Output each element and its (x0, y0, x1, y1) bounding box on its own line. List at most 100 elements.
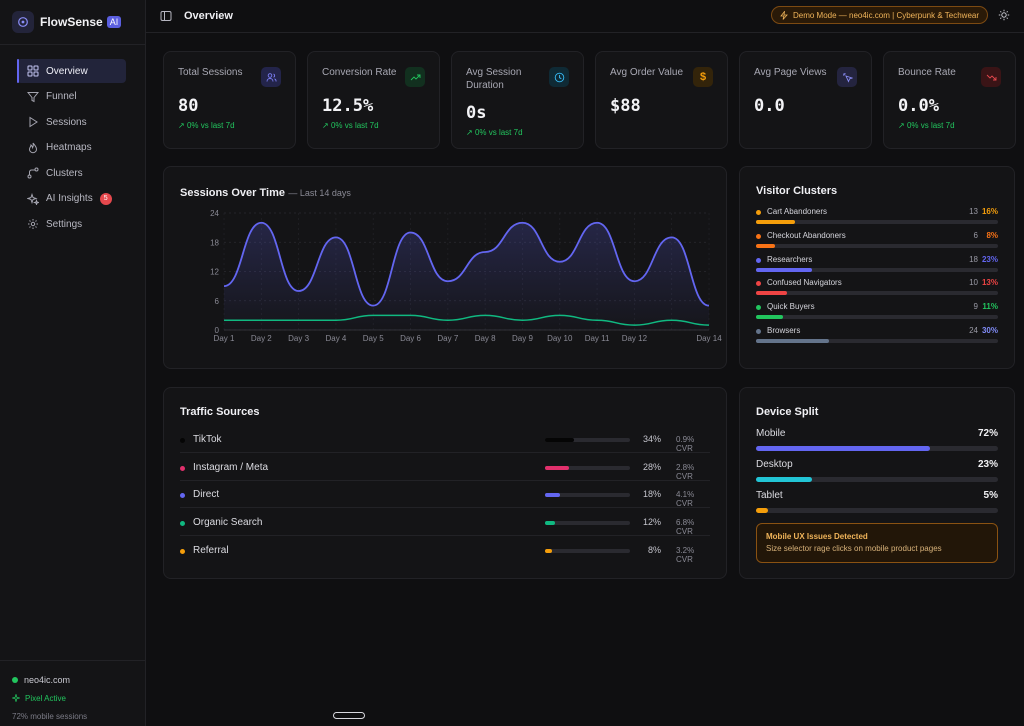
dollar-icon: $ (693, 67, 713, 87)
bolt-icon (780, 10, 788, 20)
traffic-source-name: Instagram / Meta (193, 461, 269, 473)
kpi-label: Avg Session Duration (466, 67, 522, 91)
cluster-color-dot (756, 281, 761, 287)
traffic-source-row[interactable]: Instagram / Meta 28% 2.8% CVR (180, 454, 710, 481)
kpi-value: 0.0 (754, 96, 785, 116)
cluster-bar-fill (756, 291, 788, 296)
x-tick-label: Day 6 (400, 334, 421, 343)
kpi-label: Conversion Rate (322, 67, 397, 78)
cluster-percent: 13% (981, 278, 998, 288)
traffic-source-name: TikTok (193, 434, 222, 445)
kpi-value: 12.5% (322, 96, 374, 116)
sun-icon[interactable] (998, 9, 1010, 21)
traffic-color-dot (180, 548, 185, 554)
sidebar-item-clusters[interactable]: Clusters (17, 161, 126, 185)
users-icon (261, 67, 281, 87)
kpi-value: $88 (610, 96, 641, 116)
traffic-source-row[interactable]: Referral 8% 3.2% CVR (180, 537, 710, 564)
sidebar-item-label: Heatmaps (46, 142, 92, 153)
sidebar-item-overview[interactable]: Overview (17, 59, 126, 83)
x-tick-label: Day 12 (622, 334, 648, 343)
funnel-icon (27, 91, 39, 103)
status-dot (12, 677, 18, 683)
device-name: Desktop (756, 459, 793, 470)
kpi-card-total-sessions: Total Sessions 80 ↗ 0% vs last 7d (163, 51, 296, 149)
kpi-value: 0s (466, 103, 487, 123)
y-tick-label: 24 (210, 209, 219, 218)
device-row[interactable]: Desktop 23% (756, 459, 998, 489)
traffic-cvr: 4.1% CVR (676, 490, 695, 509)
traffic-color-dot (180, 493, 185, 499)
sidebar-footer: neo4ic.com Pixel Active 72% mobile sessi… (0, 660, 145, 726)
x-tick-label: Day 11 (585, 334, 610, 343)
traffic-percent: 8% (647, 544, 661, 555)
cluster-bar (756, 339, 998, 343)
device-name: Tablet (756, 490, 783, 501)
kpi-value: 80 (178, 96, 199, 116)
traffic-source-name: Direct (193, 489, 220, 501)
x-tick-label: Day 2 (251, 334, 272, 343)
traffic-source-row[interactable]: TikTok 34% 0.9% CVR (180, 426, 710, 453)
clusters-title: Visitor Clusters (756, 185, 838, 197)
device-title: Device Split (756, 406, 819, 418)
cluster-row[interactable]: Quick Buyers 9 11% (756, 302, 998, 325)
x-tick-label: Day 1 (214, 334, 235, 343)
sidebar-item-sessions[interactable]: Sessions (17, 110, 126, 134)
y-tick-label: 12 (210, 268, 219, 277)
sidebar-toggle-icon[interactable] (160, 10, 172, 22)
series-line (224, 314, 710, 326)
cluster-bar (756, 291, 998, 296)
traffic-bar-fill (545, 548, 552, 553)
trending-down-icon (981, 67, 1001, 87)
page-title: Overview (184, 10, 233, 22)
sidebar-nav: Overview Funnel Sessions Heatmaps Cluste… (0, 45, 145, 236)
cluster-row[interactable]: Browsers 24 30% (756, 326, 998, 349)
cluster-row[interactable]: Researchers 18 23% (756, 254, 998, 278)
device-row[interactable]: Tablet 5% (756, 490, 998, 520)
traffic-cvr: 3.2% CVR (676, 545, 695, 564)
cluster-name: Confused Navigators (767, 278, 842, 288)
network-icon (27, 167, 39, 179)
notification-badge: 5 (99, 192, 112, 205)
cluster-color-dot (756, 329, 761, 334)
sidebar-item-label: Funnel (46, 91, 77, 102)
cluster-count: 9 (973, 302, 978, 312)
kpi-card-avg-order-value: Avg Order Value $ $88 (595, 51, 728, 149)
brand-name: FlowSense (40, 15, 103, 29)
sidebar-item-funnel[interactable]: Funnel (17, 85, 126, 109)
y-tick-label: 0 (215, 326, 220, 335)
traffic-cvr: 2.8% CVR (676, 462, 695, 481)
pixel-status-label: Pixel Active (25, 693, 66, 703)
device-row[interactable]: Mobile 72% (756, 428, 998, 458)
cluster-row[interactable]: Checkout Abandoners 6 8% (756, 230, 998, 254)
traffic-percent: 18% (643, 489, 662, 500)
sidebar-item-heatmaps[interactable]: Heatmaps (17, 136, 126, 160)
cluster-name: Researchers (767, 254, 813, 264)
sidebar-item-label: Sessions (46, 116, 87, 128)
mobile-ux-alert[interactable]: Mobile UX Issues Detected Size selector … (756, 523, 998, 563)
cluster-row[interactable]: Cart Abandoners 13 16% (756, 207, 998, 230)
kpi-delta: ↗ 0% vs last 7d (322, 121, 379, 130)
brand[interactable]: FlowSense AI (0, 0, 145, 45)
traffic-bar-fill (545, 521, 556, 526)
chart-subtitle: — Last 14 days (288, 188, 351, 198)
device-name: Mobile (756, 428, 786, 439)
cluster-percent: 8% (986, 230, 998, 240)
pixel-status: Pixel Active (12, 689, 133, 707)
traffic-source-row[interactable]: Direct 18% 4.1% CVR (180, 481, 710, 509)
demo-mode-label: Demo Mode — neo4ic.com | Cyberpunk & Tec… (792, 10, 979, 20)
cluster-count: 24 (969, 326, 978, 335)
sidebar-item-ai-insights[interactable]: AI Insights 5 (17, 187, 126, 211)
demo-mode-badge[interactable]: Demo Mode — neo4ic.com | Cyberpunk & Tec… (770, 6, 988, 24)
cluster-count: 18 (969, 254, 978, 264)
cluster-row[interactable]: Confused Navigators 10 13% (756, 278, 998, 301)
device-percent: 72% (977, 428, 998, 439)
sidebar-item-settings[interactable]: Settings (17, 212, 126, 236)
kpi-delta-text: 0% vs last 7d (330, 121, 379, 130)
series-area (224, 222, 709, 330)
traffic-source-row[interactable]: Organic Search 12% 6.8% CVR (180, 509, 710, 537)
cluster-color-dot (756, 305, 761, 311)
x-tick-label: Day 3 (288, 334, 309, 343)
traffic-title: Traffic Sources (180, 406, 260, 418)
traffic-bar (545, 465, 630, 470)
